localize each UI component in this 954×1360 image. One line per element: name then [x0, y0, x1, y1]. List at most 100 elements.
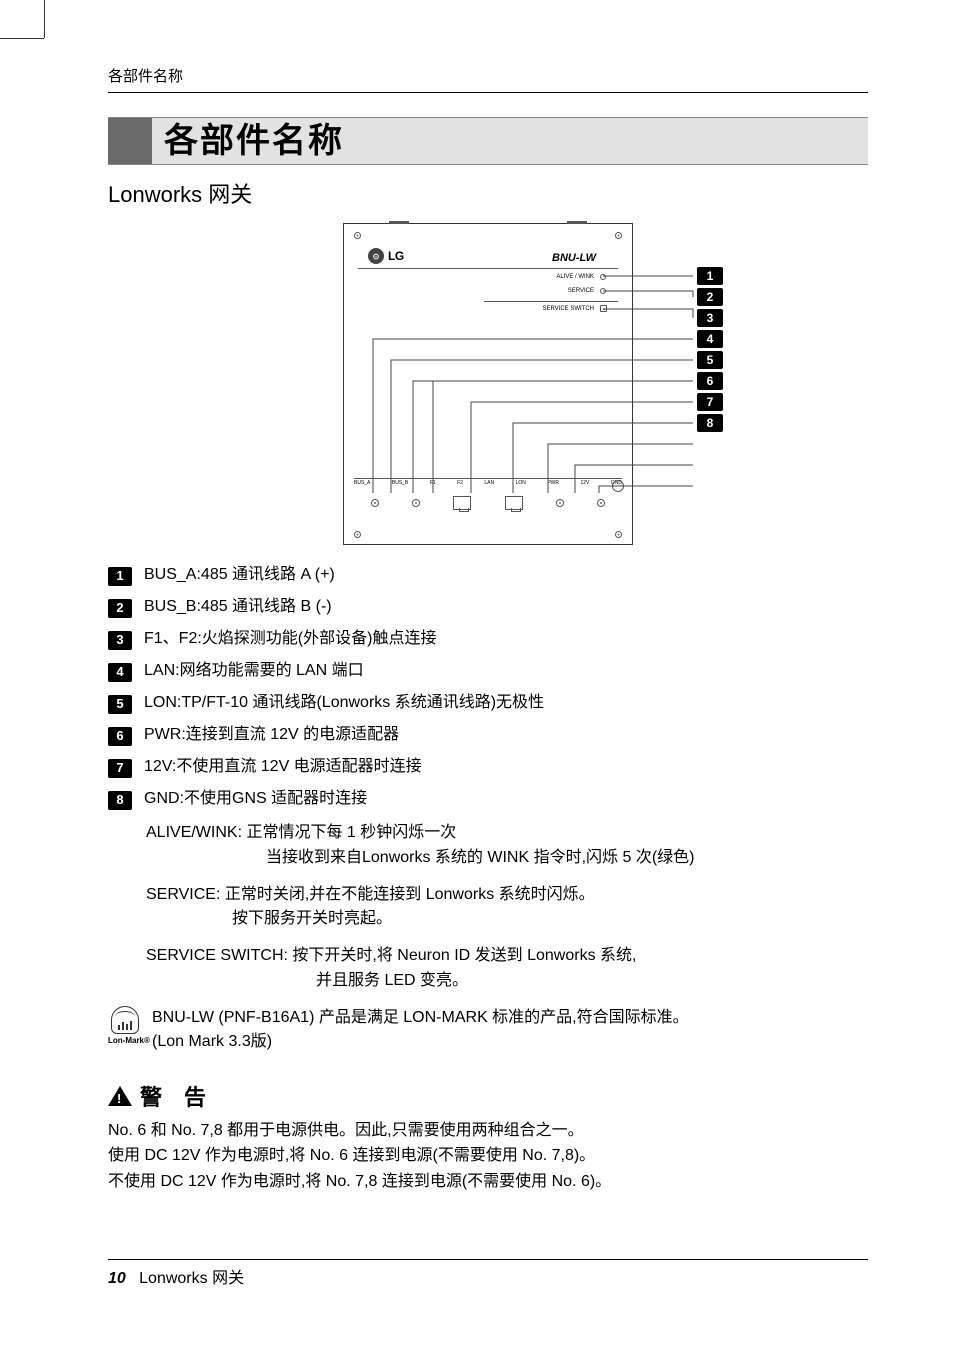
terminal-label: LAN — [484, 480, 494, 486]
warning-triangle-icon — [108, 1086, 132, 1106]
callout-badge-8: 8 — [697, 414, 723, 432]
warning-body: No. 6 和 No. 7,8 都用于电源供电。因此,只需要使用两种组合之一。 … — [108, 1118, 868, 1195]
service-switch-label: SERVICE SWITCH — [542, 306, 594, 312]
port-row — [354, 496, 622, 510]
legend-item: 8 GND:不使用GNS 适配器时连接 — [108, 789, 868, 810]
note-line: (Lon Mark 3.3版) — [152, 1033, 272, 1050]
title-accent-tab — [108, 118, 152, 164]
screw-terminal-icon — [371, 499, 379, 507]
power-jack-icon — [612, 480, 624, 492]
service-led-row: SERVICE — [568, 288, 606, 294]
device-diagram: ⊙ LG BNU-LW ALIVE / WINK SERVICE SERVICE… — [108, 223, 868, 545]
page-content: 各部件名称 各部件名称 Lonworks 网关 ⊙ LG BNU-LW — [108, 65, 868, 1195]
lg-logo: ⊙ LG — [368, 248, 404, 264]
page-number: 10 — [108, 1270, 126, 1287]
running-head: 各部件名称 — [108, 65, 868, 86]
legend-item: 2 BUS_B:485 通讯线路 B (-) — [108, 597, 868, 618]
terminal-label: F1 — [430, 480, 436, 486]
screw-terminal-icon — [597, 499, 605, 507]
note-line: SERVICE SWITCH: 按下开关时,将 Neuron ID 发送到 Lo… — [146, 947, 636, 964]
alive-led-label: ALIVE / WINK — [556, 274, 594, 280]
terminal-label: 12V — [580, 480, 589, 486]
section-title: 各部件名称 — [152, 118, 344, 164]
note-line: ALIVE/WINK: 正常情况下每 1 秒钟闪烁一次 — [146, 824, 456, 841]
screw-terminal-icon — [556, 499, 564, 507]
rj-port-icon — [453, 496, 471, 510]
screw-icon — [354, 232, 361, 239]
note-switch: SERVICE SWITCH: 按下开关时,将 Neuron ID 发送到 Lo… — [146, 944, 868, 994]
callout-badge-5: 5 — [697, 351, 723, 369]
switch-icon — [600, 305, 607, 312]
rj-port-icon — [505, 496, 523, 510]
mount-tab-icon — [567, 221, 587, 224]
legend-item: 5 LON:TP/FT-10 通讯线路(Lonworks 系统通讯线路)无极性 — [108, 693, 868, 714]
screw-icon — [615, 531, 622, 538]
legend-text: F1、F2:火焰探测功能(外部设备)触点连接 — [144, 629, 868, 650]
terminal-label: PWR — [547, 480, 559, 486]
terminal-label: LON — [516, 480, 526, 486]
crop-mark-vertical — [44, 0, 45, 38]
lonmark-note: Lon-Mark® BNU-LW (PNF-B16A1) 产品是满足 LON-M… — [108, 1006, 868, 1054]
legend-text: GND:不使用GNS 适配器时连接 — [144, 789, 868, 810]
legend-num-badge: 1 — [108, 567, 132, 586]
page-footer: 10 Lonworks 网关 — [108, 1259, 868, 1288]
crop-mark-horizontal — [0, 38, 44, 39]
running-head-rule — [108, 92, 868, 93]
terminal-label: BUS_B — [392, 480, 408, 486]
note-alive: ALIVE/WINK: 正常情况下每 1 秒钟闪烁一次 当接收到来自Lonwor… — [146, 821, 868, 871]
footer-rule — [108, 1259, 868, 1260]
legend-list: 1 BUS_A:485 通讯线路 A (+) 2 BUS_B:485 通讯线路 … — [108, 565, 868, 810]
screw-icon — [615, 232, 622, 239]
note-line: 并且服务 LED 变亮。 — [146, 969, 468, 994]
callout-badge-3: 3 — [697, 309, 723, 327]
legend-item: 7 12V:不使用直流 12V 电源适配器时连接 — [108, 757, 868, 778]
device-outline: ⊙ LG BNU-LW ALIVE / WINK SERVICE SERVICE… — [343, 223, 633, 545]
warning-line: 不使用 DC 12V 作为电源时,将 No. 7,8 连接到电源(不需要使用 N… — [108, 1169, 868, 1195]
legend-text: PWR:连接到直流 12V 的电源适配器 — [144, 725, 868, 746]
note-service: SERVICE: 正常时关闭,并在不能连接到 Lonworks 系统时闪烁。 按… — [146, 883, 868, 933]
mount-tab-icon — [389, 221, 409, 224]
legend-text: LON:TP/FT-10 通讯线路(Lonworks 系统通讯线路)无极性 — [144, 693, 868, 714]
warning-line: No. 6 和 No. 7,8 都用于电源供电。因此,只需要使用两种组合之一。 — [108, 1118, 868, 1144]
note-line: SERVICE: 正常时关闭,并在不能连接到 Lonworks 系统时闪烁。 — [146, 886, 595, 903]
legend-text: 12V:不使用直流 12V 电源适配器时连接 — [144, 757, 868, 778]
terminal-strip: BUS_A BUS_B F1 F2 LAN LON PWR 12V GND — [354, 478, 622, 524]
legend-num-badge: 4 — [108, 663, 132, 682]
legend-item: 1 BUS_A:485 通讯线路 A (+) — [108, 565, 868, 586]
legend-num-badge: 6 — [108, 727, 132, 746]
callout-badge-1: 1 — [697, 267, 723, 285]
legend-item: 6 PWR:连接到直流 12V 的电源适配器 — [108, 725, 868, 746]
screw-icon — [354, 531, 361, 538]
note-line: 当接收到来自Lonworks 系统的 WINK 指令时,闪烁 5 次(绿色) — [146, 846, 694, 871]
device-model-label: BNU-LW — [552, 252, 596, 264]
warning-heading: 警 告 — [108, 1080, 868, 1112]
legend-text: BUS_B:485 通讯线路 B (-) — [144, 597, 868, 618]
legend-item: 4 LAN:网络功能需要的 LAN 端口 — [108, 661, 868, 682]
terminal-label: F2 — [457, 480, 463, 486]
lg-logo-text: LG — [388, 249, 404, 263]
legend-num-badge: 8 — [108, 791, 132, 810]
alive-led-row: ALIVE / WINK — [556, 274, 606, 280]
device-divider — [358, 268, 618, 269]
lonmark-text: BNU-LW (PNF-B16A1) 产品是满足 LON-MARK 标准的产品,… — [152, 1006, 689, 1054]
callout-badge-4: 4 — [697, 330, 723, 348]
warning-line: 使用 DC 12V 作为电源时,将 No. 6 连接到电源(不需要使用 No. … — [108, 1143, 868, 1169]
sub-heading: Lonworks 网关 — [108, 177, 868, 209]
lonmark-logo-icon: Lon-Mark® — [108, 1006, 142, 1047]
callout-badge-2: 2 — [697, 288, 723, 306]
section-title-band: 各部件名称 — [108, 117, 868, 165]
terminal-label: BUS_A — [354, 480, 370, 486]
legend-num-badge: 7 — [108, 759, 132, 778]
service-led-label: SERVICE — [568, 288, 594, 294]
note-line: 按下服务开关时亮起。 — [146, 907, 392, 932]
footer-text: 10 Lonworks 网关 — [108, 1264, 868, 1288]
led-icon — [600, 274, 606, 280]
terminal-labels: BUS_A BUS_B F1 F2 LAN LON PWR 12V GND — [354, 478, 622, 486]
warning-title: 警 告 — [140, 1080, 206, 1112]
legend-text: LAN:网络功能需要的 LAN 端口 — [144, 661, 868, 682]
lg-face-icon: ⊙ — [368, 248, 384, 264]
callout-badge-7: 7 — [697, 393, 723, 411]
led-icon — [600, 288, 606, 294]
device-divider — [484, 301, 618, 302]
footer-label: Lonworks 网关 — [139, 1270, 244, 1287]
